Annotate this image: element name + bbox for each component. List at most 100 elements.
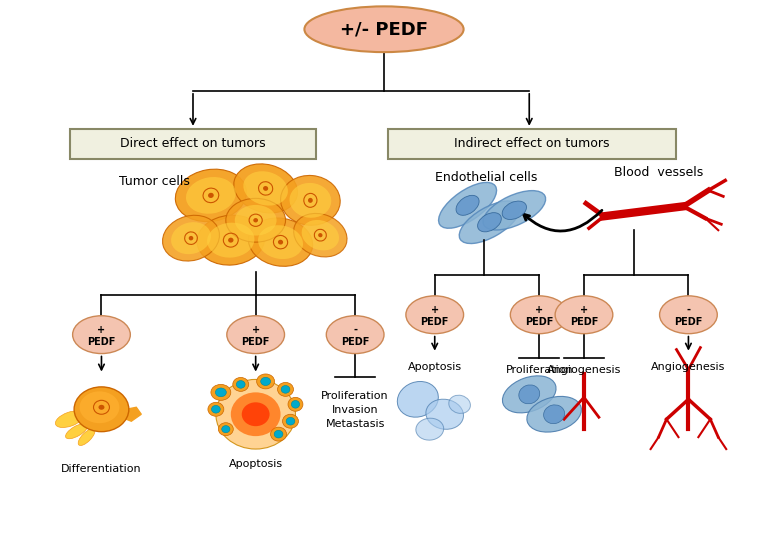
- Text: Blood  vessels: Blood vessels: [614, 166, 703, 179]
- Ellipse shape: [459, 201, 520, 244]
- Ellipse shape: [211, 406, 220, 413]
- Text: Proliferation
Invasion
Metastasis: Proliferation Invasion Metastasis: [321, 391, 389, 429]
- Ellipse shape: [301, 220, 339, 250]
- Ellipse shape: [188, 236, 193, 240]
- Text: Apoptosis: Apoptosis: [228, 459, 283, 469]
- Ellipse shape: [478, 213, 501, 232]
- Ellipse shape: [660, 296, 717, 334]
- Ellipse shape: [218, 423, 233, 436]
- Ellipse shape: [406, 296, 464, 334]
- Ellipse shape: [257, 374, 275, 389]
- Ellipse shape: [74, 387, 129, 431]
- Ellipse shape: [197, 215, 265, 265]
- Text: PEDF: PEDF: [241, 337, 270, 346]
- Polygon shape: [122, 407, 141, 421]
- Ellipse shape: [235, 205, 277, 236]
- Ellipse shape: [502, 201, 527, 220]
- Ellipse shape: [208, 402, 224, 416]
- Text: PEDF: PEDF: [674, 317, 703, 327]
- Ellipse shape: [241, 402, 270, 426]
- Ellipse shape: [544, 405, 564, 423]
- Ellipse shape: [55, 411, 84, 428]
- Text: PEDF: PEDF: [341, 337, 369, 346]
- Ellipse shape: [278, 383, 294, 397]
- Text: PEDF: PEDF: [525, 317, 554, 327]
- Ellipse shape: [308, 198, 313, 203]
- Ellipse shape: [233, 378, 248, 391]
- Ellipse shape: [221, 426, 230, 433]
- Ellipse shape: [519, 385, 540, 404]
- Ellipse shape: [289, 183, 331, 218]
- Text: +/- PEDF: +/- PEDF: [340, 20, 428, 38]
- Ellipse shape: [234, 164, 298, 213]
- Ellipse shape: [438, 182, 497, 228]
- Text: +: +: [431, 305, 439, 315]
- Ellipse shape: [78, 429, 95, 445]
- Ellipse shape: [175, 169, 246, 222]
- Text: Angiogenesis: Angiogenesis: [651, 362, 726, 372]
- Text: -: -: [687, 305, 691, 315]
- Ellipse shape: [398, 381, 438, 417]
- Text: Endothelial cells: Endothelial cells: [434, 171, 537, 183]
- Ellipse shape: [248, 218, 313, 266]
- Text: -: -: [353, 325, 357, 335]
- Ellipse shape: [555, 296, 613, 334]
- Ellipse shape: [286, 417, 295, 425]
- Ellipse shape: [216, 379, 295, 449]
- Ellipse shape: [231, 392, 281, 436]
- Text: Direct effect on tumors: Direct effect on tumors: [120, 137, 266, 150]
- Ellipse shape: [207, 223, 255, 258]
- Ellipse shape: [326, 316, 384, 353]
- Text: +: +: [580, 305, 588, 315]
- Ellipse shape: [281, 175, 340, 225]
- Ellipse shape: [208, 193, 214, 198]
- Text: Indirect effect on tumors: Indirect effect on tumors: [454, 137, 610, 150]
- Ellipse shape: [275, 430, 283, 438]
- Ellipse shape: [291, 400, 300, 408]
- Ellipse shape: [227, 316, 285, 353]
- FancyBboxPatch shape: [70, 129, 316, 159]
- Ellipse shape: [79, 391, 119, 423]
- Ellipse shape: [263, 186, 268, 191]
- Text: Tumor cells: Tumor cells: [119, 175, 190, 188]
- Ellipse shape: [72, 316, 130, 353]
- Ellipse shape: [186, 177, 236, 214]
- Ellipse shape: [511, 296, 568, 334]
- Ellipse shape: [215, 388, 226, 397]
- Ellipse shape: [416, 418, 444, 440]
- Ellipse shape: [271, 427, 287, 441]
- Ellipse shape: [243, 171, 288, 206]
- Ellipse shape: [456, 195, 479, 215]
- Ellipse shape: [236, 380, 245, 388]
- Ellipse shape: [278, 240, 283, 245]
- Ellipse shape: [98, 405, 105, 410]
- Text: PEDF: PEDF: [87, 337, 115, 346]
- Ellipse shape: [502, 376, 556, 413]
- Ellipse shape: [211, 385, 231, 400]
- Ellipse shape: [253, 218, 258, 222]
- Ellipse shape: [226, 199, 285, 242]
- Ellipse shape: [258, 225, 303, 259]
- FancyBboxPatch shape: [388, 129, 677, 159]
- Text: PEDF: PEDF: [421, 317, 449, 327]
- Ellipse shape: [288, 398, 303, 411]
- Ellipse shape: [228, 238, 234, 243]
- Text: +: +: [251, 325, 260, 335]
- Text: Angiogenesis: Angiogenesis: [547, 365, 621, 376]
- Ellipse shape: [162, 215, 219, 261]
- Ellipse shape: [305, 6, 464, 52]
- Ellipse shape: [261, 377, 271, 386]
- Ellipse shape: [282, 414, 298, 428]
- Ellipse shape: [171, 222, 211, 254]
- Ellipse shape: [527, 397, 581, 432]
- Ellipse shape: [449, 395, 471, 413]
- Ellipse shape: [281, 386, 290, 393]
- Ellipse shape: [318, 233, 322, 237]
- Ellipse shape: [426, 399, 464, 429]
- Text: +: +: [98, 325, 105, 335]
- Ellipse shape: [483, 190, 546, 230]
- Ellipse shape: [294, 214, 347, 257]
- Ellipse shape: [65, 423, 88, 438]
- Text: Differentiation: Differentiation: [62, 464, 141, 474]
- Text: Proliferation: Proliferation: [505, 365, 573, 376]
